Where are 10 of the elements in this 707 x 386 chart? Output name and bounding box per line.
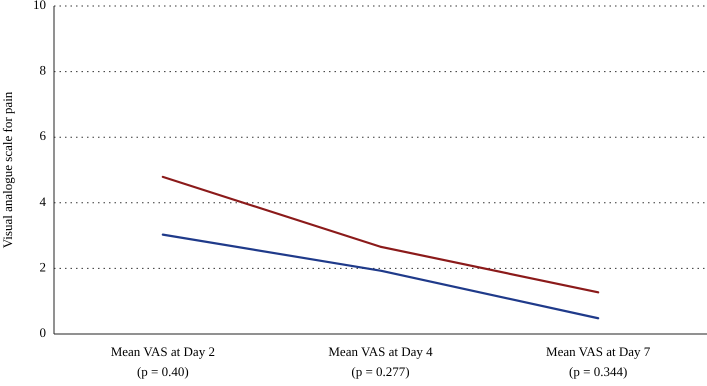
y-tick-label: 4 <box>40 194 46 209</box>
y-tick-label: 2 <box>40 259 46 274</box>
x-tick-label: Mean VAS at Day 2 (p = 0.40) <box>110 344 215 379</box>
y-tick-label: 0 <box>40 324 46 340</box>
y-tick-label: 6 <box>40 128 46 144</box>
y-axis-title: Visual analogue scale for pain <box>0 91 15 248</box>
x-tick-label: Mean VAS at Day 4 (p = 0.277) <box>328 344 434 379</box>
y-tick-label: 8 <box>40 62 46 78</box>
y-tick-label: 10 <box>33 0 46 12</box>
x-tick-label: Mean VAS at Day 7 (p = 0.344) <box>546 344 651 379</box>
